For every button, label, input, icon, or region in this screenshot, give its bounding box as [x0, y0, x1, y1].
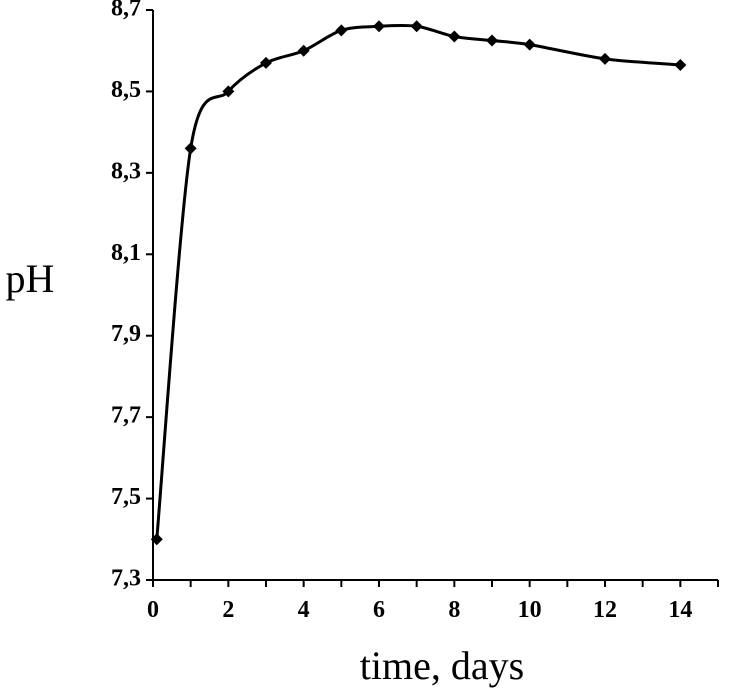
- data-point-marker: [260, 56, 272, 69]
- data-point-marker: [448, 30, 461, 43]
- y-tick-label: 8,1: [111, 240, 141, 266]
- y-tick-label: 8,7: [111, 0, 141, 22]
- x-tick-label: 10: [518, 597, 542, 623]
- data-point-marker: [373, 20, 385, 33]
- data-point-marker: [222, 85, 235, 98]
- x-tick-label: 12: [593, 597, 617, 623]
- y-tick-label: 8,3: [111, 158, 141, 184]
- y-tick-label: 7,5: [111, 484, 141, 510]
- y-tick-label: 7,3: [111, 566, 141, 592]
- x-tick-label: 14: [668, 597, 692, 623]
- data-point-marker: [523, 38, 536, 51]
- x-tick-label: 2: [222, 597, 234, 623]
- ph-series-line: [155, 23, 681, 540]
- x-tick-label: 6: [373, 597, 385, 623]
- data-point-marker: [150, 533, 163, 546]
- data-point-marker: [335, 24, 348, 37]
- y-tick-label: 7,7: [111, 403, 141, 429]
- y-tick-label: 7,9: [111, 321, 141, 347]
- data-point-marker: [184, 142, 197, 155]
- x-tick-label: 8: [448, 597, 460, 623]
- data-point-marker: [297, 44, 310, 57]
- data-point-marker: [410, 20, 423, 33]
- y-axis-title: pH: [6, 256, 55, 301]
- data-point-marker: [486, 34, 498, 47]
- x-axis-title: time, days: [360, 643, 524, 688]
- plot-area: 7,3 7,5 7,7 7,9 8,1 8,3 8,5 8,7 0 2 4 6 8 10 12 14: [111, 0, 719, 623]
- y-tick-label: 8,5: [111, 77, 141, 103]
- data-point-marker: [674, 58, 687, 71]
- x-tick-label: 4: [298, 597, 310, 623]
- x-tick-label: 0: [147, 597, 159, 623]
- data-point-marker: [599, 52, 611, 65]
